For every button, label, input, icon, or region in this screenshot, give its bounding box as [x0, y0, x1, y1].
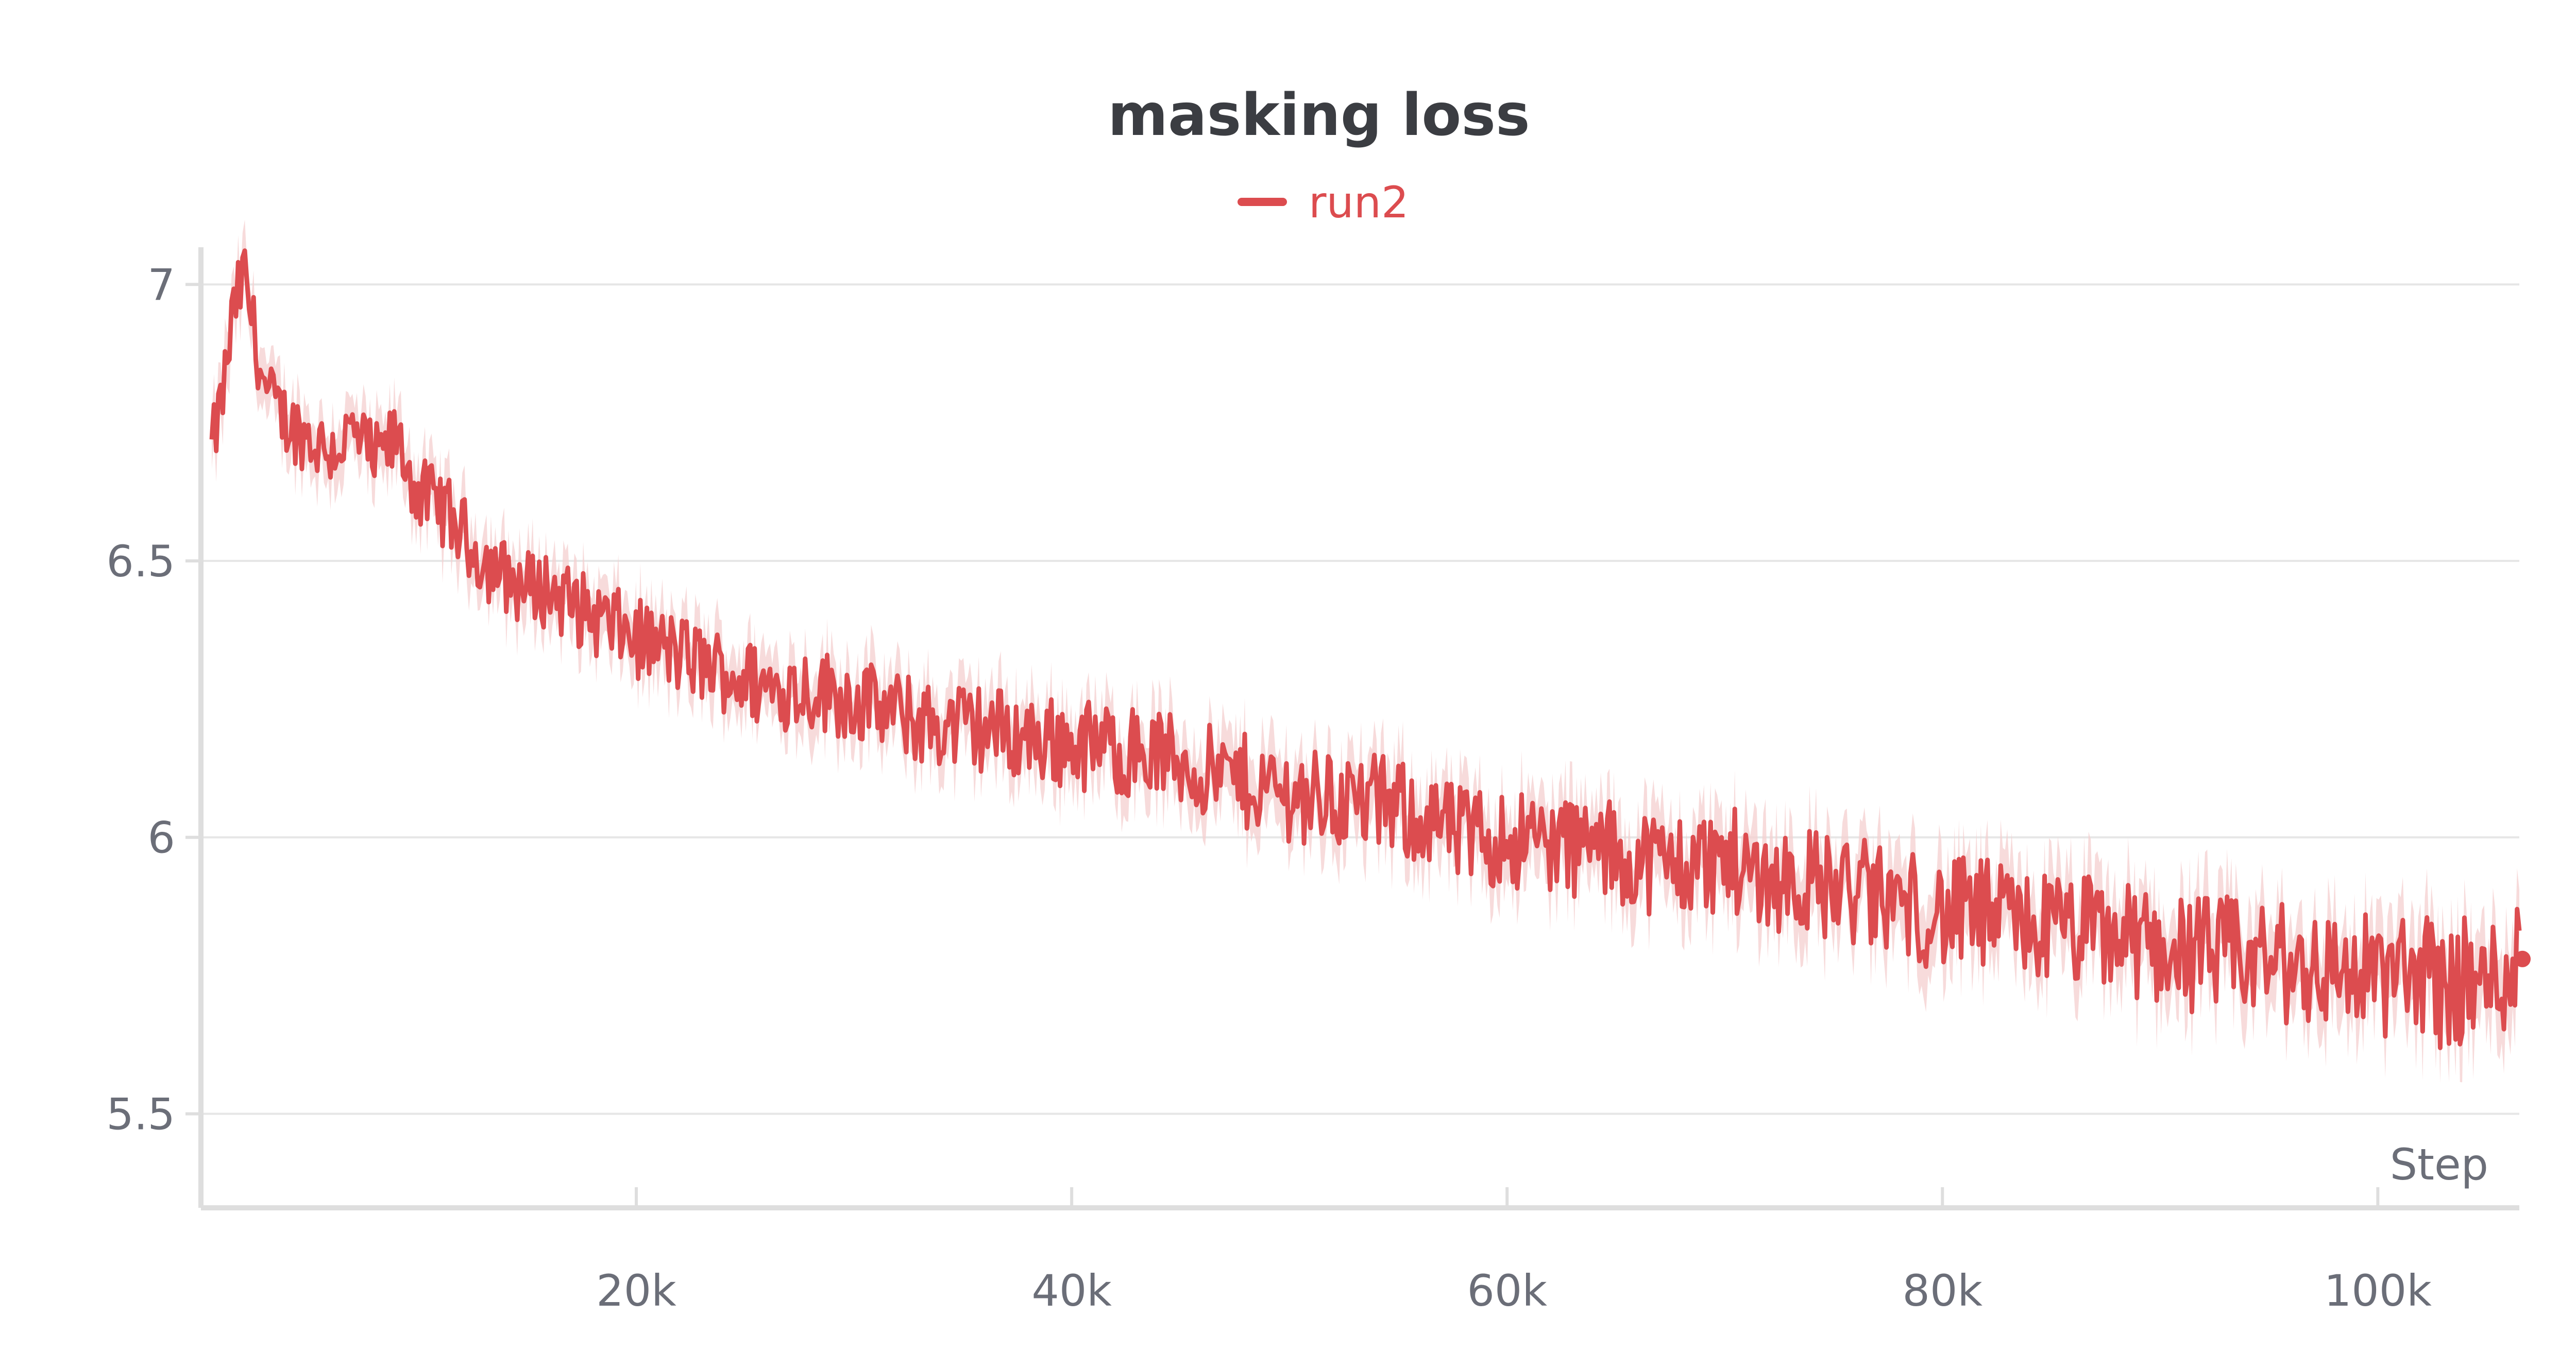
y-tick-label-3: 7 — [148, 260, 175, 310]
chart-title: masking loss — [1108, 82, 1530, 149]
x-axis-title: Step — [2390, 1139, 2488, 1190]
x-tick-label-4: 100k — [2324, 1266, 2432, 1316]
x-tick-label-2: 60k — [1467, 1266, 1547, 1316]
x-tick-label-0: 20k — [596, 1266, 676, 1316]
legend[interactable]: run2 — [1238, 177, 1409, 228]
y-tick-label-2: 6.5 — [106, 536, 175, 587]
tick-labels: 5.5 6 6.5 7 20k 40k 60k 80k 100k — [106, 260, 2432, 1316]
series-line-run2[interactable] — [209, 248, 2531, 1050]
x-tick-label-1: 40k — [1031, 1266, 1112, 1316]
grid-lines — [201, 283, 2519, 1115]
x-tick-label-3: 80k — [1903, 1266, 1983, 1316]
series-end-marker-run2[interactable] — [2514, 950, 2531, 967]
axes — [198, 247, 2519, 1210]
y-tick-label-1: 6 — [148, 813, 175, 863]
legend-label-run2[interactable]: run2 — [1309, 177, 1409, 228]
series-path-run2[interactable] — [209, 248, 2522, 1050]
y-tick-label-0: 5.5 — [106, 1089, 175, 1140]
